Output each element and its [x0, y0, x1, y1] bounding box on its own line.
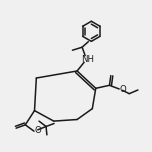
Text: O: O [35, 126, 42, 135]
Text: O: O [120, 85, 127, 94]
Text: NH: NH [81, 55, 94, 64]
